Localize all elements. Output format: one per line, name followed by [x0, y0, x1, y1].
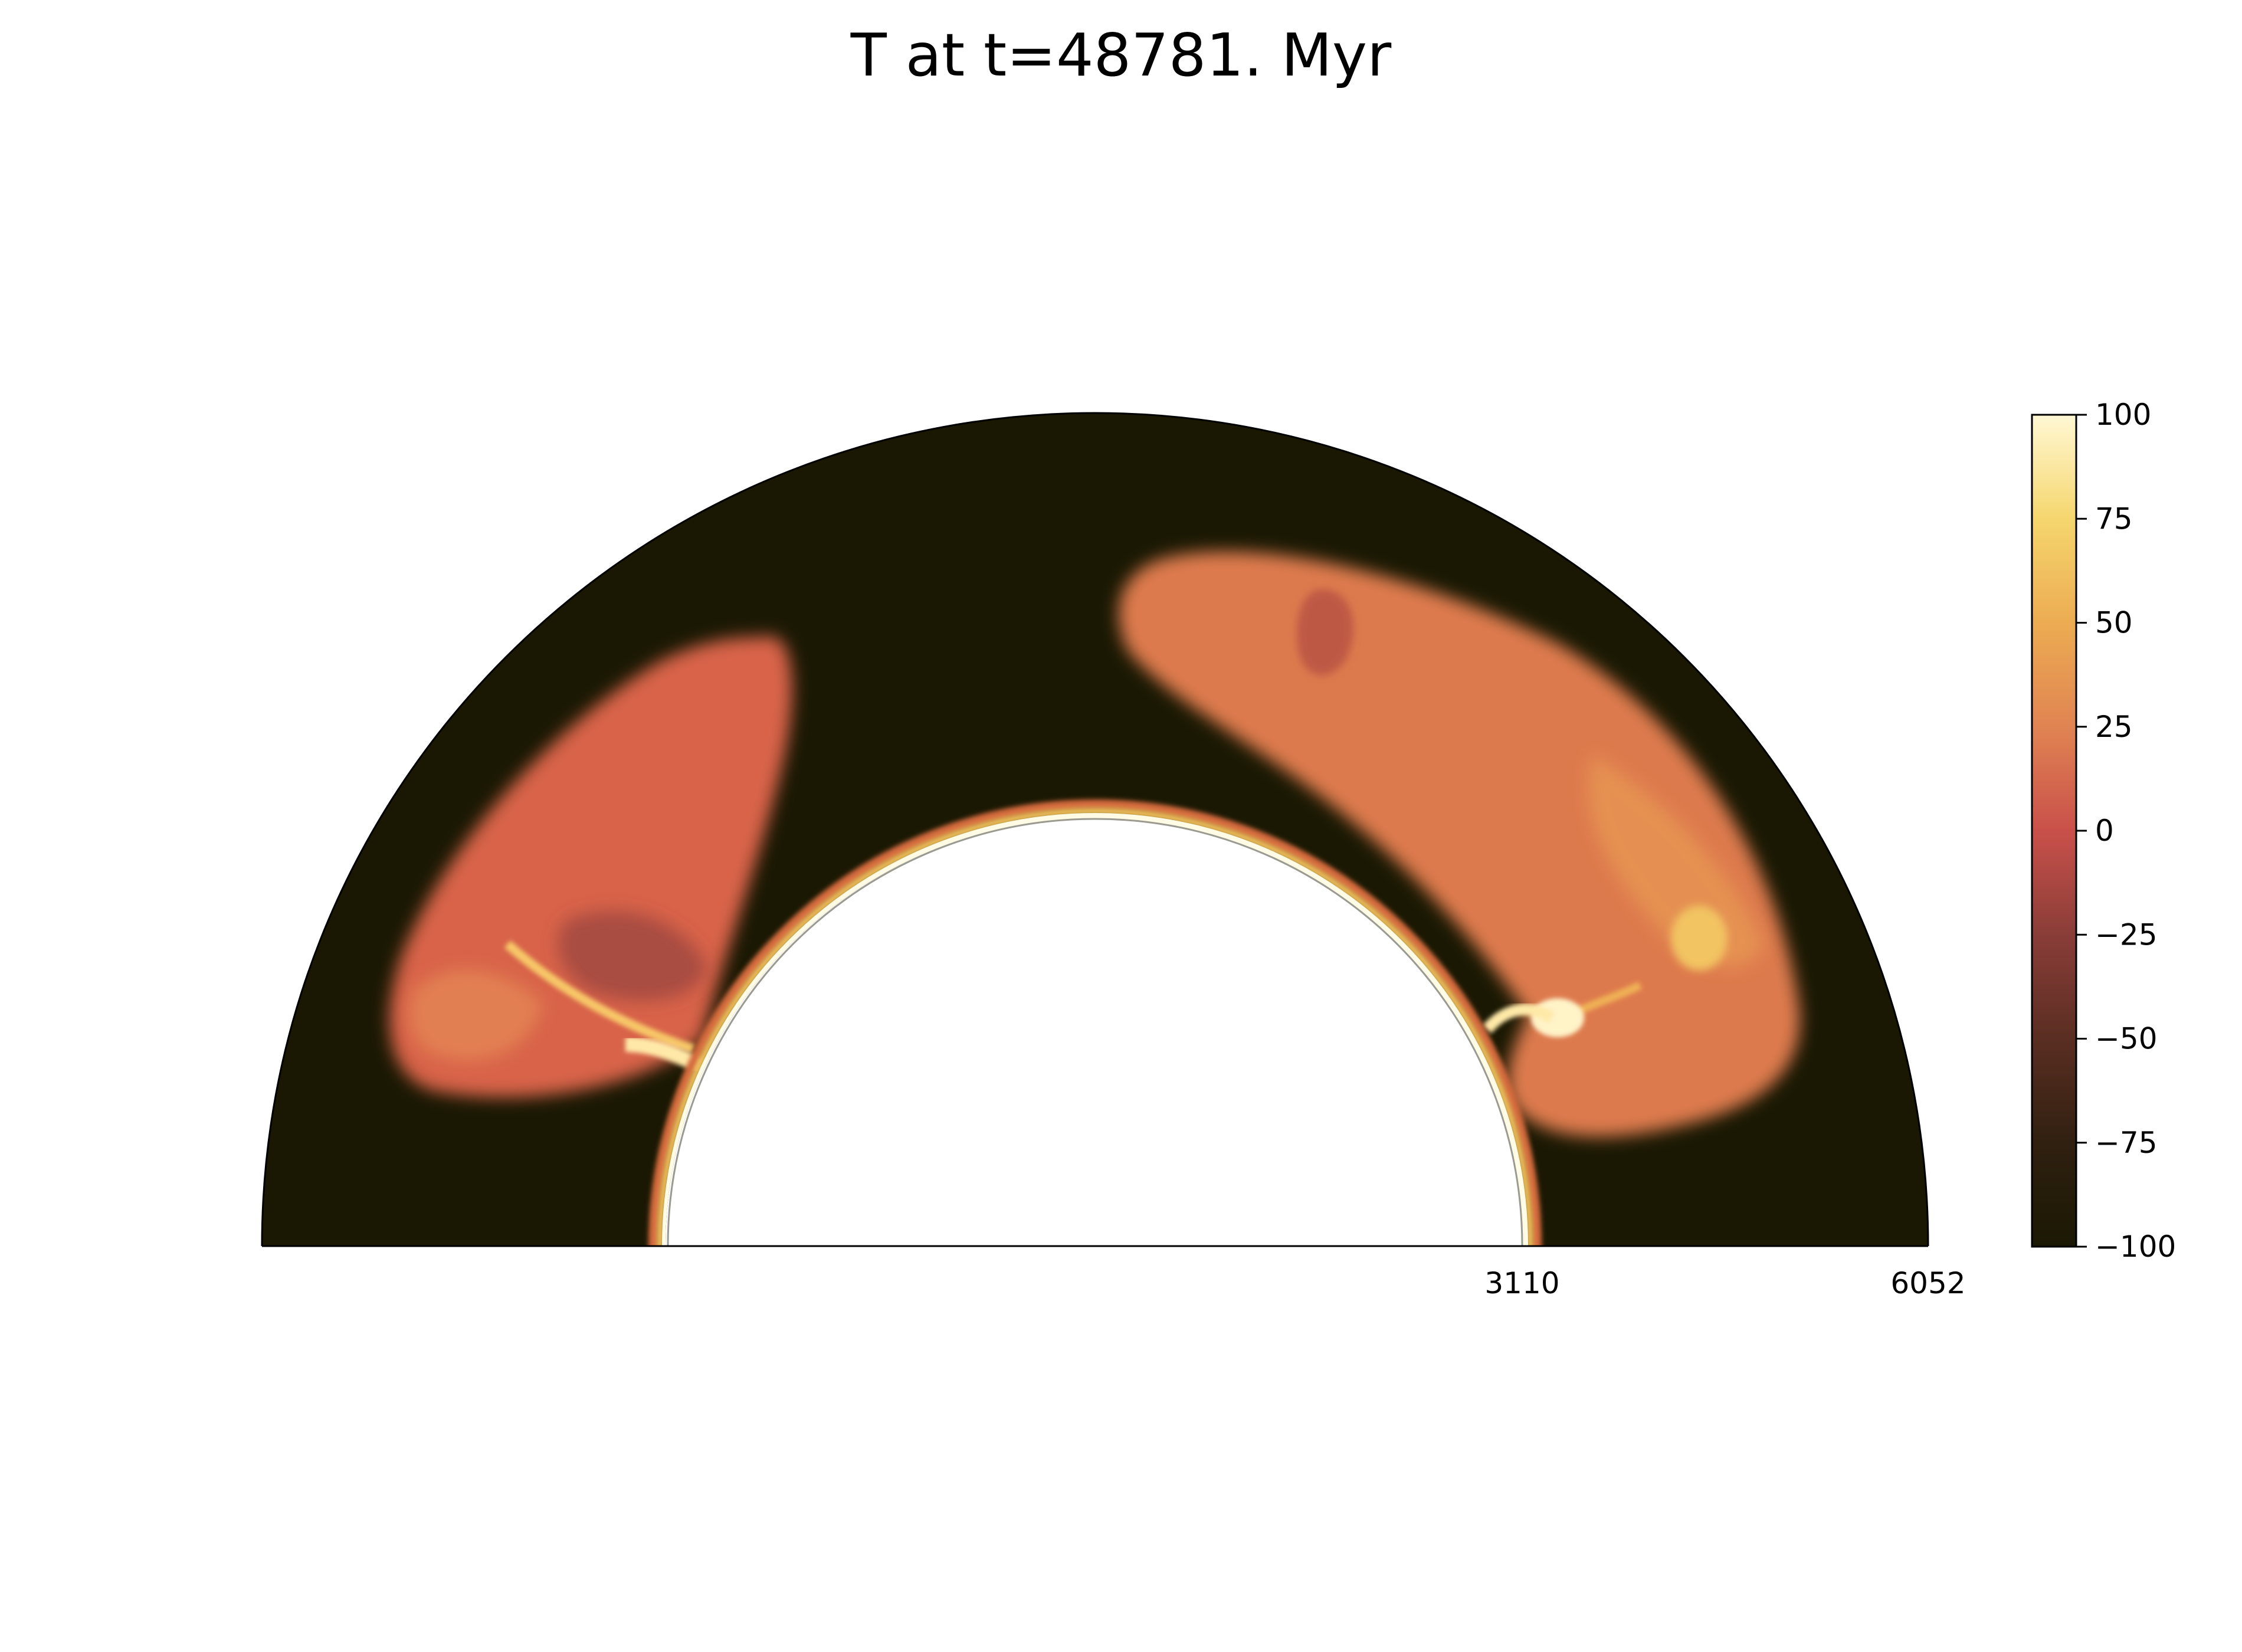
colorbar-tick-label: 75 [2095, 502, 2133, 536]
radial-tick-label-inner: 3110 [1484, 1266, 1559, 1300]
left-plume-stem [504, 940, 695, 1054]
warm-blob [1671, 906, 1728, 971]
outer-boundary [261, 412, 1929, 1247]
radial-tick-label-outer: 6052 [1890, 1266, 1965, 1300]
colorbar: 100 75 50 25 0 −25 −50 −75 −100 [2031, 398, 2176, 1264]
colorbar-tick-label: −100 [2095, 1230, 2176, 1264]
core-boundary [667, 818, 1523, 1247]
colorbar-tick-label: 25 [2095, 710, 2133, 744]
colorbar-ticks: 100 75 50 25 0 −25 −50 −75 −100 [2076, 398, 2176, 1264]
right-plume-cool-fold [1297, 589, 1353, 676]
core [668, 819, 1522, 1246]
left-plume-cool-core [558, 911, 708, 1001]
colorbar-tick-label: −25 [2095, 917, 2158, 952]
colorbar-gradient [2031, 414, 2077, 1248]
colorbar-tick-label: 0 [2095, 814, 2114, 848]
boundary-layer-mid [657, 808, 1533, 1246]
right-plume-warm-band [1588, 755, 1764, 968]
left-plume-warm-edge [409, 969, 543, 1061]
chart-title: T at t=48781. Myr [850, 21, 1392, 90]
colorbar-tick-label: −50 [2095, 1022, 2158, 1056]
temperature-field [389, 551, 1800, 1246]
colorbar-tick-label: 100 [2095, 398, 2151, 432]
colorbar-tick-label: −75 [2095, 1126, 2158, 1160]
boundary-layer-inner [662, 813, 1528, 1246]
colorbar-tick-label: 50 [2095, 606, 2133, 640]
boundary-layer-outer-glow [648, 799, 1542, 1246]
right-plume-stem [1482, 1004, 1555, 1034]
